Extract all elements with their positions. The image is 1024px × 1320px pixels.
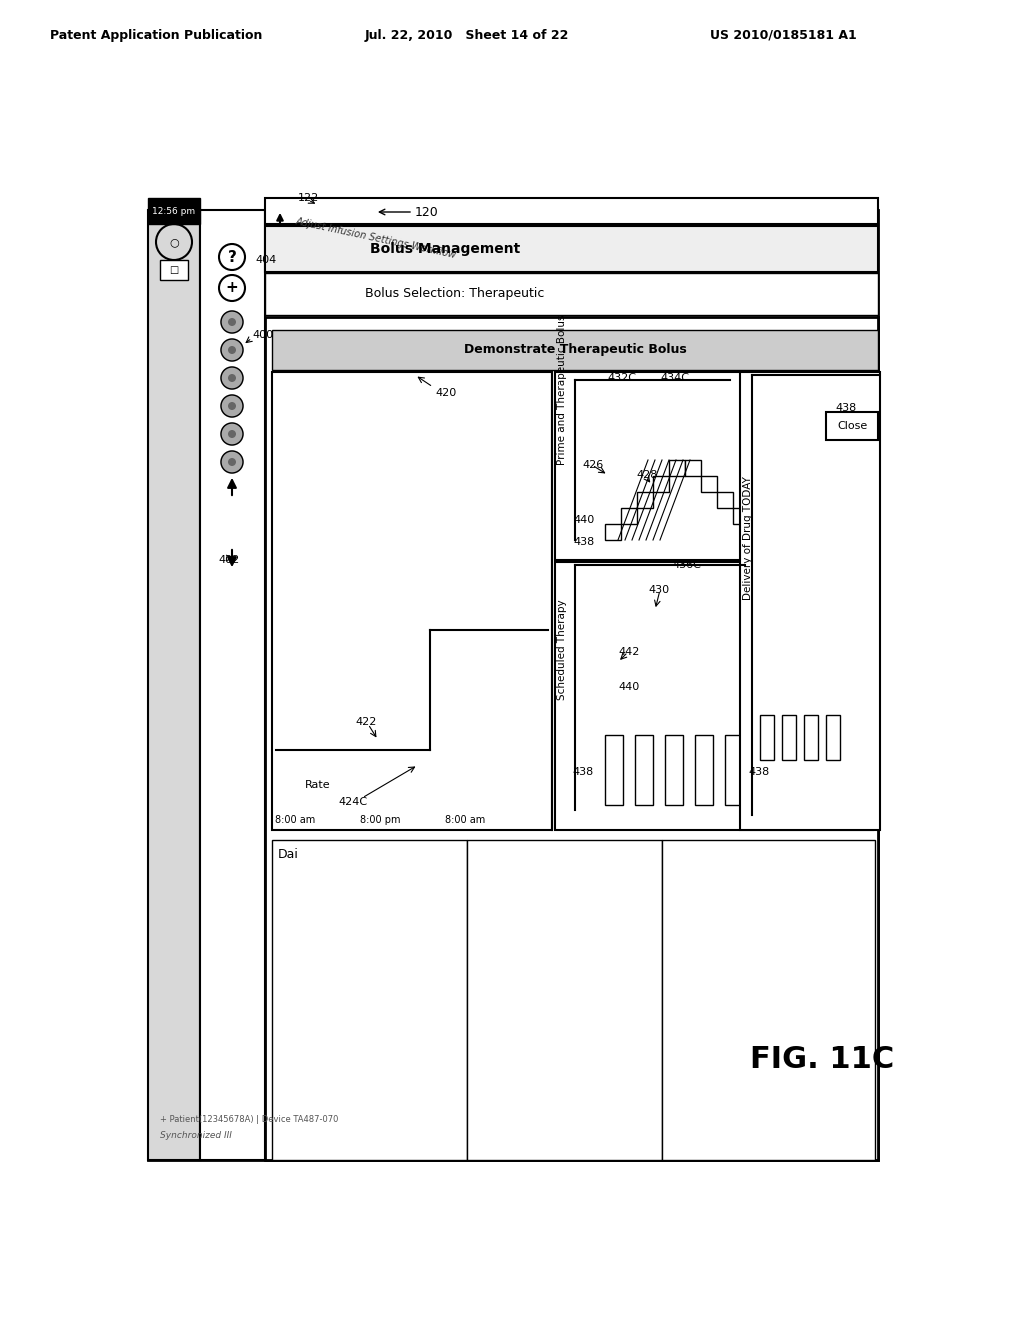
Text: 8:00 am: 8:00 am [275, 814, 315, 825]
Bar [826, 715, 840, 760]
Text: 12:56 pm: 12:56 pm [153, 206, 196, 215]
Text: 438: 438 [572, 767, 593, 777]
Circle shape [221, 422, 243, 445]
Bar [701, 477, 717, 492]
Text: Close: Close [837, 421, 867, 432]
Text: Demonstrate Therapeutic Bolus: Demonstrate Therapeutic Bolus [464, 343, 686, 356]
Bar [148, 198, 200, 224]
Bar [653, 477, 669, 492]
Bar [740, 372, 880, 830]
Text: US 2010/0185181 A1: US 2010/0185181 A1 [710, 29, 857, 41]
Text: 404: 404 [255, 255, 276, 265]
Text: 432C: 432C [607, 374, 636, 383]
Text: 440: 440 [573, 515, 594, 525]
Text: Delivery of Drug TODAY: Delivery of Drug TODAY [743, 477, 753, 601]
Text: 438: 438 [748, 767, 769, 777]
Bar [662, 840, 874, 1160]
Text: Synchronized III: Synchronized III [160, 1130, 231, 1139]
Text: Dai: Dai [278, 849, 299, 862]
Circle shape [228, 403, 236, 411]
Text: Adjust Infusion Settings Workflow: Adjust Infusion Settings Workflow [295, 216, 458, 260]
Text: 422: 422 [355, 717, 377, 727]
Bar [148, 210, 878, 1160]
Text: □: □ [169, 265, 178, 275]
Bar [272, 372, 552, 830]
Text: 428: 428 [636, 470, 657, 480]
Bar [685, 459, 701, 477]
Bar [555, 372, 873, 560]
Text: Prime and Therapeutic Bolus: Prime and Therapeutic Bolus [557, 314, 567, 465]
Bar [467, 840, 662, 1160]
Bar [637, 492, 653, 508]
Bar [749, 524, 765, 540]
Circle shape [228, 430, 236, 438]
Bar [804, 715, 818, 760]
Bar [826, 412, 878, 440]
Bar [725, 735, 743, 805]
Bar [265, 198, 878, 224]
Text: 426: 426 [582, 459, 603, 470]
Text: Patent Application Publication: Patent Application Publication [50, 29, 262, 41]
Text: 434C: 434C [660, 374, 689, 383]
Bar [621, 508, 637, 524]
Text: 122: 122 [298, 193, 319, 203]
Text: 420: 420 [435, 388, 457, 399]
Text: 400: 400 [252, 330, 273, 341]
Bar [665, 735, 683, 805]
Bar [669, 459, 685, 477]
Text: ?: ? [227, 249, 237, 264]
Bar [605, 735, 623, 805]
Bar [160, 260, 188, 280]
Circle shape [221, 312, 243, 333]
Bar [605, 524, 621, 540]
Bar [272, 840, 467, 1160]
Circle shape [228, 374, 236, 381]
Bar [717, 492, 733, 508]
Circle shape [221, 395, 243, 417]
Bar [782, 715, 796, 760]
Text: Bolus Selection: Therapeutic: Bolus Selection: Therapeutic [365, 288, 545, 301]
Text: 436C: 436C [672, 560, 700, 570]
Bar [695, 735, 713, 805]
Bar [200, 210, 265, 1160]
Text: Bolus Management: Bolus Management [370, 242, 520, 256]
Text: 430: 430 [648, 585, 669, 595]
Text: 442: 442 [618, 647, 639, 657]
Bar [265, 226, 878, 272]
Circle shape [221, 367, 243, 389]
Text: 438: 438 [835, 403, 856, 413]
Bar [555, 562, 873, 830]
Text: 8:00 pm: 8:00 pm [360, 814, 400, 825]
Bar [265, 273, 878, 315]
Bar [760, 715, 774, 760]
Bar [635, 735, 653, 805]
Circle shape [228, 458, 236, 466]
Text: FIG. 11C: FIG. 11C [750, 1045, 894, 1074]
Text: 438: 438 [573, 537, 594, 546]
Text: 402: 402 [218, 554, 240, 565]
Circle shape [228, 318, 236, 326]
Text: ○: ○ [169, 238, 179, 247]
Circle shape [221, 339, 243, 360]
Text: + Patient(12345678A) | Device TA487-070: + Patient(12345678A) | Device TA487-070 [160, 1115, 338, 1125]
Text: 440: 440 [618, 682, 639, 692]
Bar [733, 508, 749, 524]
Bar [148, 210, 200, 1160]
Text: Jul. 22, 2010   Sheet 14 of 22: Jul. 22, 2010 Sheet 14 of 22 [365, 29, 569, 41]
Text: +: + [225, 281, 239, 296]
Text: 8:00 am: 8:00 am [445, 814, 485, 825]
Circle shape [221, 451, 243, 473]
Bar [272, 330, 878, 370]
Text: 424C: 424C [338, 797, 368, 807]
Text: Scheduled Therapy: Scheduled Therapy [557, 599, 567, 700]
Text: 120: 120 [415, 206, 438, 219]
Circle shape [228, 346, 236, 354]
Bar [265, 317, 878, 1160]
Text: Rate: Rate [305, 780, 331, 789]
